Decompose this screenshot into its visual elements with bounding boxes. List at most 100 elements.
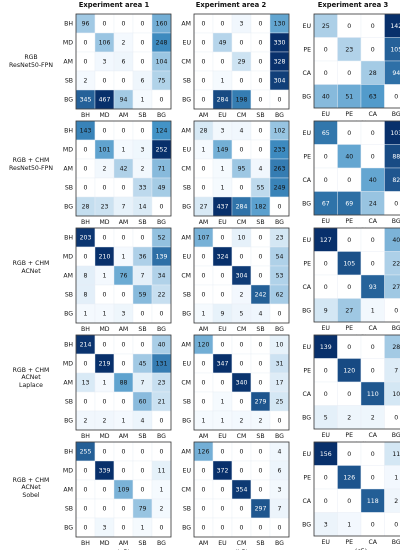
cell-value: 0 [347,344,351,351]
cell-value: 2 [160,506,164,513]
cell-value: 24 [369,200,377,207]
cell-value: 4 [141,418,145,425]
y-tick-label: AM [181,449,191,456]
cell-value: 0 [202,59,206,66]
y-tick-label: MD [63,40,73,47]
row-label-line: ResNet50-FPN [9,61,53,69]
cell-value: 2 [141,166,145,173]
cell-value: 0 [202,525,206,532]
cell-value: 23 [101,204,109,211]
cell-value: 304 [236,273,248,280]
x-tick-label: EU [218,112,226,119]
cell-value: 40 [392,237,400,244]
cell-value: 0 [259,40,263,47]
cell-value: 131 [156,361,168,368]
cell-value: 160 [156,21,168,28]
subplot-label: (a5) [117,548,130,550]
y-tick-label: BG [64,525,73,532]
cell-value: 2 [103,418,107,425]
cell-value: 1 [221,166,225,173]
y-tick-label: AM [181,235,191,242]
y-tick-label: SB [65,78,73,85]
cell-value: 6 [141,78,145,85]
cell-value: 7 [141,273,145,280]
cell-value: 4 [240,128,244,135]
cell-value: 14 [139,204,147,211]
cell-value: 127 [320,237,332,244]
cell-value: 0 [160,311,164,318]
y-tick-label: SB [183,78,191,85]
y-tick-label: AM [181,128,191,135]
cell-value: 6 [278,468,282,475]
cell-value: 0 [240,185,244,192]
cell-value: 279 [255,399,267,406]
cell-value: 0 [141,468,145,475]
x-tick-label: BG [392,325,400,332]
cell-value: 51 [345,93,353,100]
cell-value: 3 [240,21,244,28]
cell-value: 0 [259,78,263,85]
cell-value: 0 [103,235,107,242]
y-tick-label: BG [64,204,73,211]
cell-value: 0 [122,361,126,368]
cell-value: 0 [259,342,263,349]
cell-value: 0 [347,177,351,184]
subplot-label: (c5) [355,547,368,550]
cell-value: 0 [122,78,126,85]
cell-value: 28 [82,204,90,211]
cell-value: 0 [347,498,351,505]
y-tick-label: EU [303,130,311,137]
x-tick-label: BG [275,112,284,119]
cell-value: 76 [120,273,128,280]
cell-value: 0 [240,525,244,532]
cell-value: 0 [394,521,398,528]
cell-value: 330 [274,40,286,47]
confusion-matrix-b5: 126 0 0 0 4 0 372 0 0 6 0 0 354 0 3 0 0 0 297 7 0 0 0 0 0 AM AM EU E… [181,441,290,550]
cell-value: 120 [343,367,355,374]
cell-value: 143 [80,128,92,135]
cell-value: 1 [103,311,107,318]
cell-value: 52 [158,235,166,242]
cell-value: 0 [347,23,351,30]
cell-value: 0 [122,21,126,28]
cell-value: 0 [324,284,328,291]
confusion-matrix-b2: 28 3 4 0 102 1 149 0 0 233 0 1 95 4 263 0 1 0 55 249 27 437 28… [181,120,290,235]
cell-value: 0 [371,260,375,267]
cell-value: 0 [202,399,206,406]
cell-value: 0 [202,185,206,192]
cell-value: 10 [392,391,400,398]
cell-value: 42 [120,166,128,173]
cell-value: 0 [259,273,263,280]
cell-value: 0 [371,237,375,244]
x-tick-label: PE [345,111,353,118]
cell-value: 0 [103,487,107,494]
cell-value: 1 [122,147,126,154]
cell-value: 0 [259,59,263,66]
y-tick-label: CM [181,166,191,173]
cell-value: 0 [240,399,244,406]
cell-value: 198 [236,97,248,104]
confusion-matrix-a5: 255 0 0 0 0 0 339 0 0 11 0 0 109 0 1 0 0 0 79 2 0 3 0 1 0 BH BH MD M… [63,441,172,550]
y-tick-label: SB [65,185,73,192]
cell-value: 0 [141,449,145,456]
cell-value: 2 [84,78,88,85]
cell-value: 0 [141,59,145,66]
y-tick-label: MD [63,468,73,475]
cell-value: 101 [99,147,111,154]
cell-value: 0 [371,521,375,528]
cell-value: 0 [202,254,206,261]
cell-value: 0 [122,449,126,456]
cell-value: 0 [141,342,145,349]
cell-value: 75 [158,78,166,85]
y-tick-label: EU [303,23,311,30]
cell-value: 3 [324,521,328,528]
confusion-matrix-a2: 143 0 0 0 124 0 101 1 3 252 0 2 42 2 71 0 0 0 33 49 28 23 7 14 0… [63,120,172,235]
cell-value: 249 [274,185,286,192]
y-tick-label: EU [183,147,191,154]
cell-value: 0 [324,177,328,184]
cell-value: 40 [322,93,330,100]
cell-value: 0 [347,130,351,137]
cell-value: 0 [103,342,107,349]
cell-value: 0 [122,468,126,475]
cell-value: 0 [160,204,164,211]
